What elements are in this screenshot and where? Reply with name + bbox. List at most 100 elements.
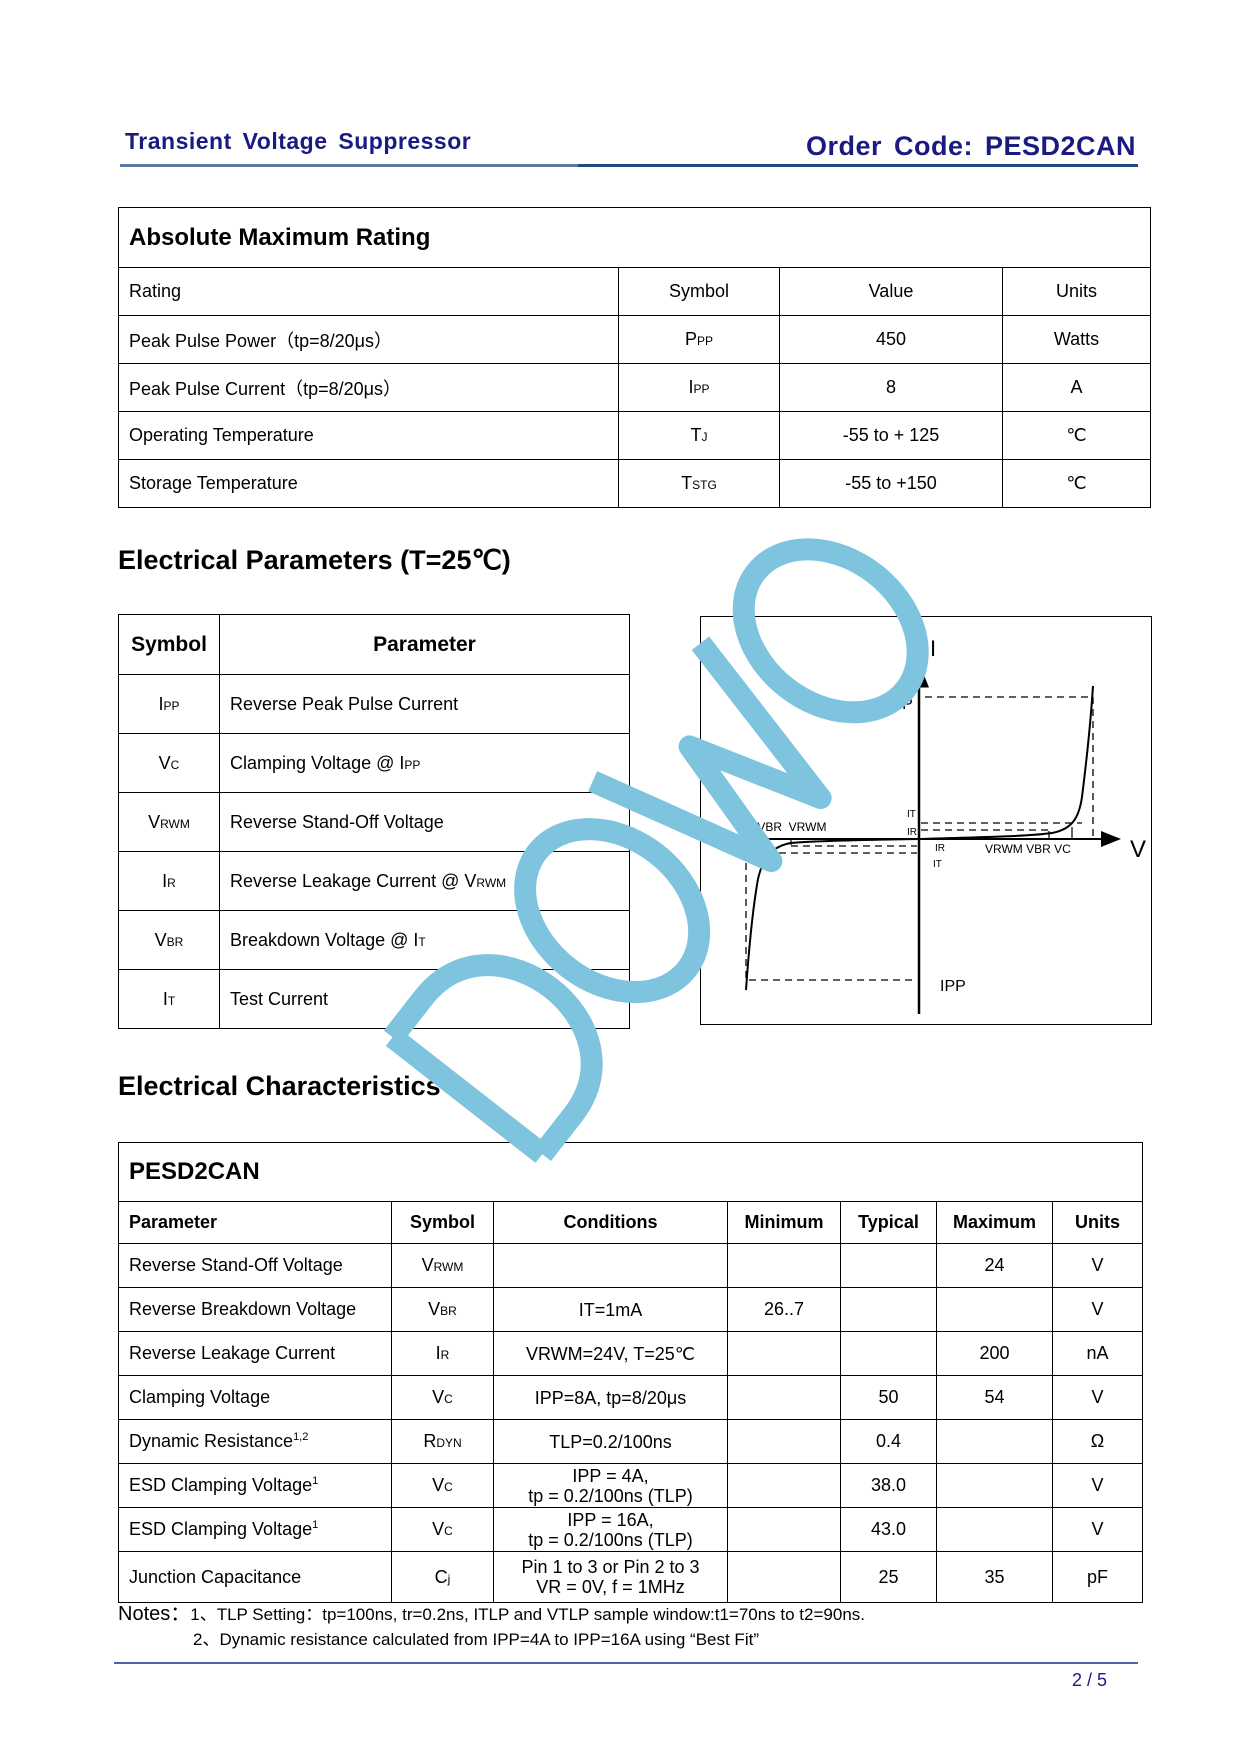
note-1: 1、TLP Setting：tp=100ns, tr=0.2ns, ITLP a…	[190, 1605, 866, 1624]
symbol-main: V	[432, 1475, 445, 1495]
symbol-cell: IPP	[118, 674, 220, 734]
electrical-characteristics-table: PESD2CAN Parameter Symbol Conditions Minimu…	[118, 1142, 1143, 1603]
typical-cell: 50	[840, 1375, 937, 1420]
parameter-cell: Reverse Stand-Off Voltage	[219, 792, 630, 852]
iv-curve-positive	[918, 685, 1094, 840]
section-title-electrical-parameters: Electrical Parameters (T=25℃)	[118, 545, 511, 575]
parameter-cell: Reverse Stand-Off Voltage	[118, 1243, 392, 1288]
conditions-cell: Pin 1 to 3 or Pin 2 to 3 VR = 0V, f = 1M…	[493, 1551, 728, 1603]
minimum-cell	[727, 1375, 841, 1420]
table-row: IT Test Current	[118, 969, 630, 1029]
footnote-ref: 1	[312, 1519, 319, 1531]
symbol-cell: VC	[391, 1375, 494, 1420]
column-header: Parameter	[219, 614, 630, 675]
parameter-text: Reverse Breakdown Voltage	[129, 1299, 357, 1319]
symbol-main: V	[154, 929, 167, 950]
absolute-maximum-rating-table: Absolute Maximum Rating Rating Symbol Va…	[117, 207, 1152, 508]
typical-cell	[840, 1287, 937, 1332]
electrical-parameters-table: Symbol Parameter IPP Reverse Peak Pulse …	[118, 614, 630, 1029]
symbol-main: T	[681, 473, 693, 493]
symbol-main: V	[158, 752, 171, 773]
units-cell: A	[1001, 363, 1152, 412]
notes: Notes：1、TLP Setting：tp=100ns, tr=0.2ns, …	[118, 1602, 865, 1652]
parameter-cell: Reverse Peak Pulse Current	[219, 674, 630, 734]
symbol-subscript: STG	[692, 478, 717, 492]
value-cell: 8	[779, 363, 1003, 412]
symbol-cell: VC	[391, 1463, 494, 1508]
symbol-subscript: BR	[166, 934, 184, 949]
table-header-row: Rating Symbol Value Units	[118, 267, 1152, 316]
label-ipp-bottom: IPP	[940, 978, 966, 995]
document-subtitle: Transient Voltage Suppressor	[125, 128, 472, 154]
label-it-bottom: IT	[933, 859, 942, 870]
parameter-text: Reverse Leakage Current	[129, 1343, 336, 1363]
symbol-cell: IR	[118, 851, 220, 911]
iv-curve-negative	[745, 838, 920, 991]
parameter-cell: Reverse Leakage Current @ VRWM	[219, 851, 630, 911]
section-title-electrical-characteristics: Electrical Characteristics	[118, 1071, 441, 1101]
symbol-subscript: PP	[693, 382, 710, 396]
units-cell: nA	[1052, 1331, 1143, 1376]
column-header: Maximum	[936, 1201, 1053, 1244]
symbol-subscript: BR	[440, 1304, 457, 1318]
parameter-text: Breakdown Voltage @ I	[230, 929, 419, 950]
table-row: VRWM Reverse Stand-Off Voltage	[118, 792, 630, 852]
parameter-text: ESD Clamping Voltage	[129, 1519, 313, 1539]
typical-cell	[840, 1243, 937, 1288]
column-header: Typical	[840, 1201, 937, 1244]
conditions-cell: TLP=0.2/100ns	[493, 1419, 728, 1464]
symbol-main: I	[158, 693, 164, 714]
table-row: Junction Capacitance Cj Pin 1 to 3 or Pi…	[118, 1551, 1143, 1603]
minimum-cell	[727, 1507, 841, 1552]
parameter-text: Test Current	[230, 988, 329, 1009]
parameter-cell: Clamping Voltage	[118, 1375, 392, 1420]
column-header: Symbol	[618, 267, 780, 316]
typical-cell: 0.4	[840, 1419, 937, 1464]
symbol-subscript: C	[444, 1392, 453, 1406]
parameter-cell: Breakdown Voltage @ IT	[219, 910, 630, 970]
parameter-cell: Dynamic Resistance1,2	[118, 1419, 392, 1464]
symbol-subscript: T	[167, 993, 176, 1008]
column-header: Rating	[118, 267, 619, 316]
symbol-cell: RDYN	[391, 1419, 494, 1464]
symbol-main: I	[162, 870, 168, 891]
rating-cell: Peak Pulse Current（tp=8/20μs）	[118, 363, 619, 412]
parameter-subscript: PP	[404, 757, 421, 772]
minimum-cell	[727, 1463, 841, 1508]
maximum-cell: 200	[936, 1331, 1053, 1376]
maximum-cell	[936, 1463, 1053, 1508]
column-header: Parameter	[118, 1201, 392, 1244]
table-row: Peak Pulse Power（tp=8/20μs） PPP 450 Watt…	[118, 315, 1152, 364]
symbol-subscript: C	[170, 757, 180, 772]
typical-cell: 38.0	[840, 1463, 937, 1508]
label-ir-bottom: IR	[935, 843, 945, 854]
axis-label-i: I	[930, 636, 936, 661]
units-cell: pF	[1052, 1551, 1143, 1603]
rating-cell: Storage Temperature	[118, 459, 619, 508]
conditions-cell	[493, 1243, 728, 1288]
symbol-cell: VRWM	[391, 1243, 494, 1288]
maximum-cell: 35	[936, 1551, 1053, 1603]
table-row: ESD Clamping Voltage1 VC IPP = 4A, tp = …	[118, 1463, 1143, 1508]
column-header: Symbol	[391, 1201, 494, 1244]
value-cell: 450	[779, 315, 1003, 364]
label-left-voltages: VC VBR VRWM	[734, 820, 826, 834]
parameter-text: Reverse Leakage Current @ V	[230, 870, 477, 891]
conditions-cell: IPP = 4A, tp = 0.2/100ns (TLP)	[493, 1463, 728, 1508]
symbol-cell: VBR	[391, 1287, 494, 1332]
table-row: VC Clamping Voltage @ IPP	[118, 733, 630, 793]
parameter-cell: Junction Capacitance	[118, 1551, 392, 1603]
symbol-cell: PPP	[618, 315, 780, 364]
conditions-cell: IT=1mA	[493, 1287, 728, 1332]
note-2: 2、Dynamic resistance calculated from IPP…	[193, 1630, 759, 1649]
symbol-cell: IT	[118, 969, 220, 1029]
table-row: Reverse Stand-Off Voltage VRWM 24 V	[118, 1243, 1143, 1288]
units-cell: Watts	[1001, 315, 1152, 364]
parameter-cell: Test Current	[219, 969, 630, 1029]
parameter-text: Junction Capacitance	[129, 1566, 302, 1587]
parameter-text: Reverse Stand-Off Voltage	[129, 1255, 343, 1275]
parameter-cell: Clamping Voltage @ IPP	[219, 733, 630, 793]
symbol-subscript: C	[444, 1524, 453, 1538]
device-name: PESD2CAN	[118, 1142, 1143, 1202]
footnote-ref: 1	[312, 1475, 319, 1487]
